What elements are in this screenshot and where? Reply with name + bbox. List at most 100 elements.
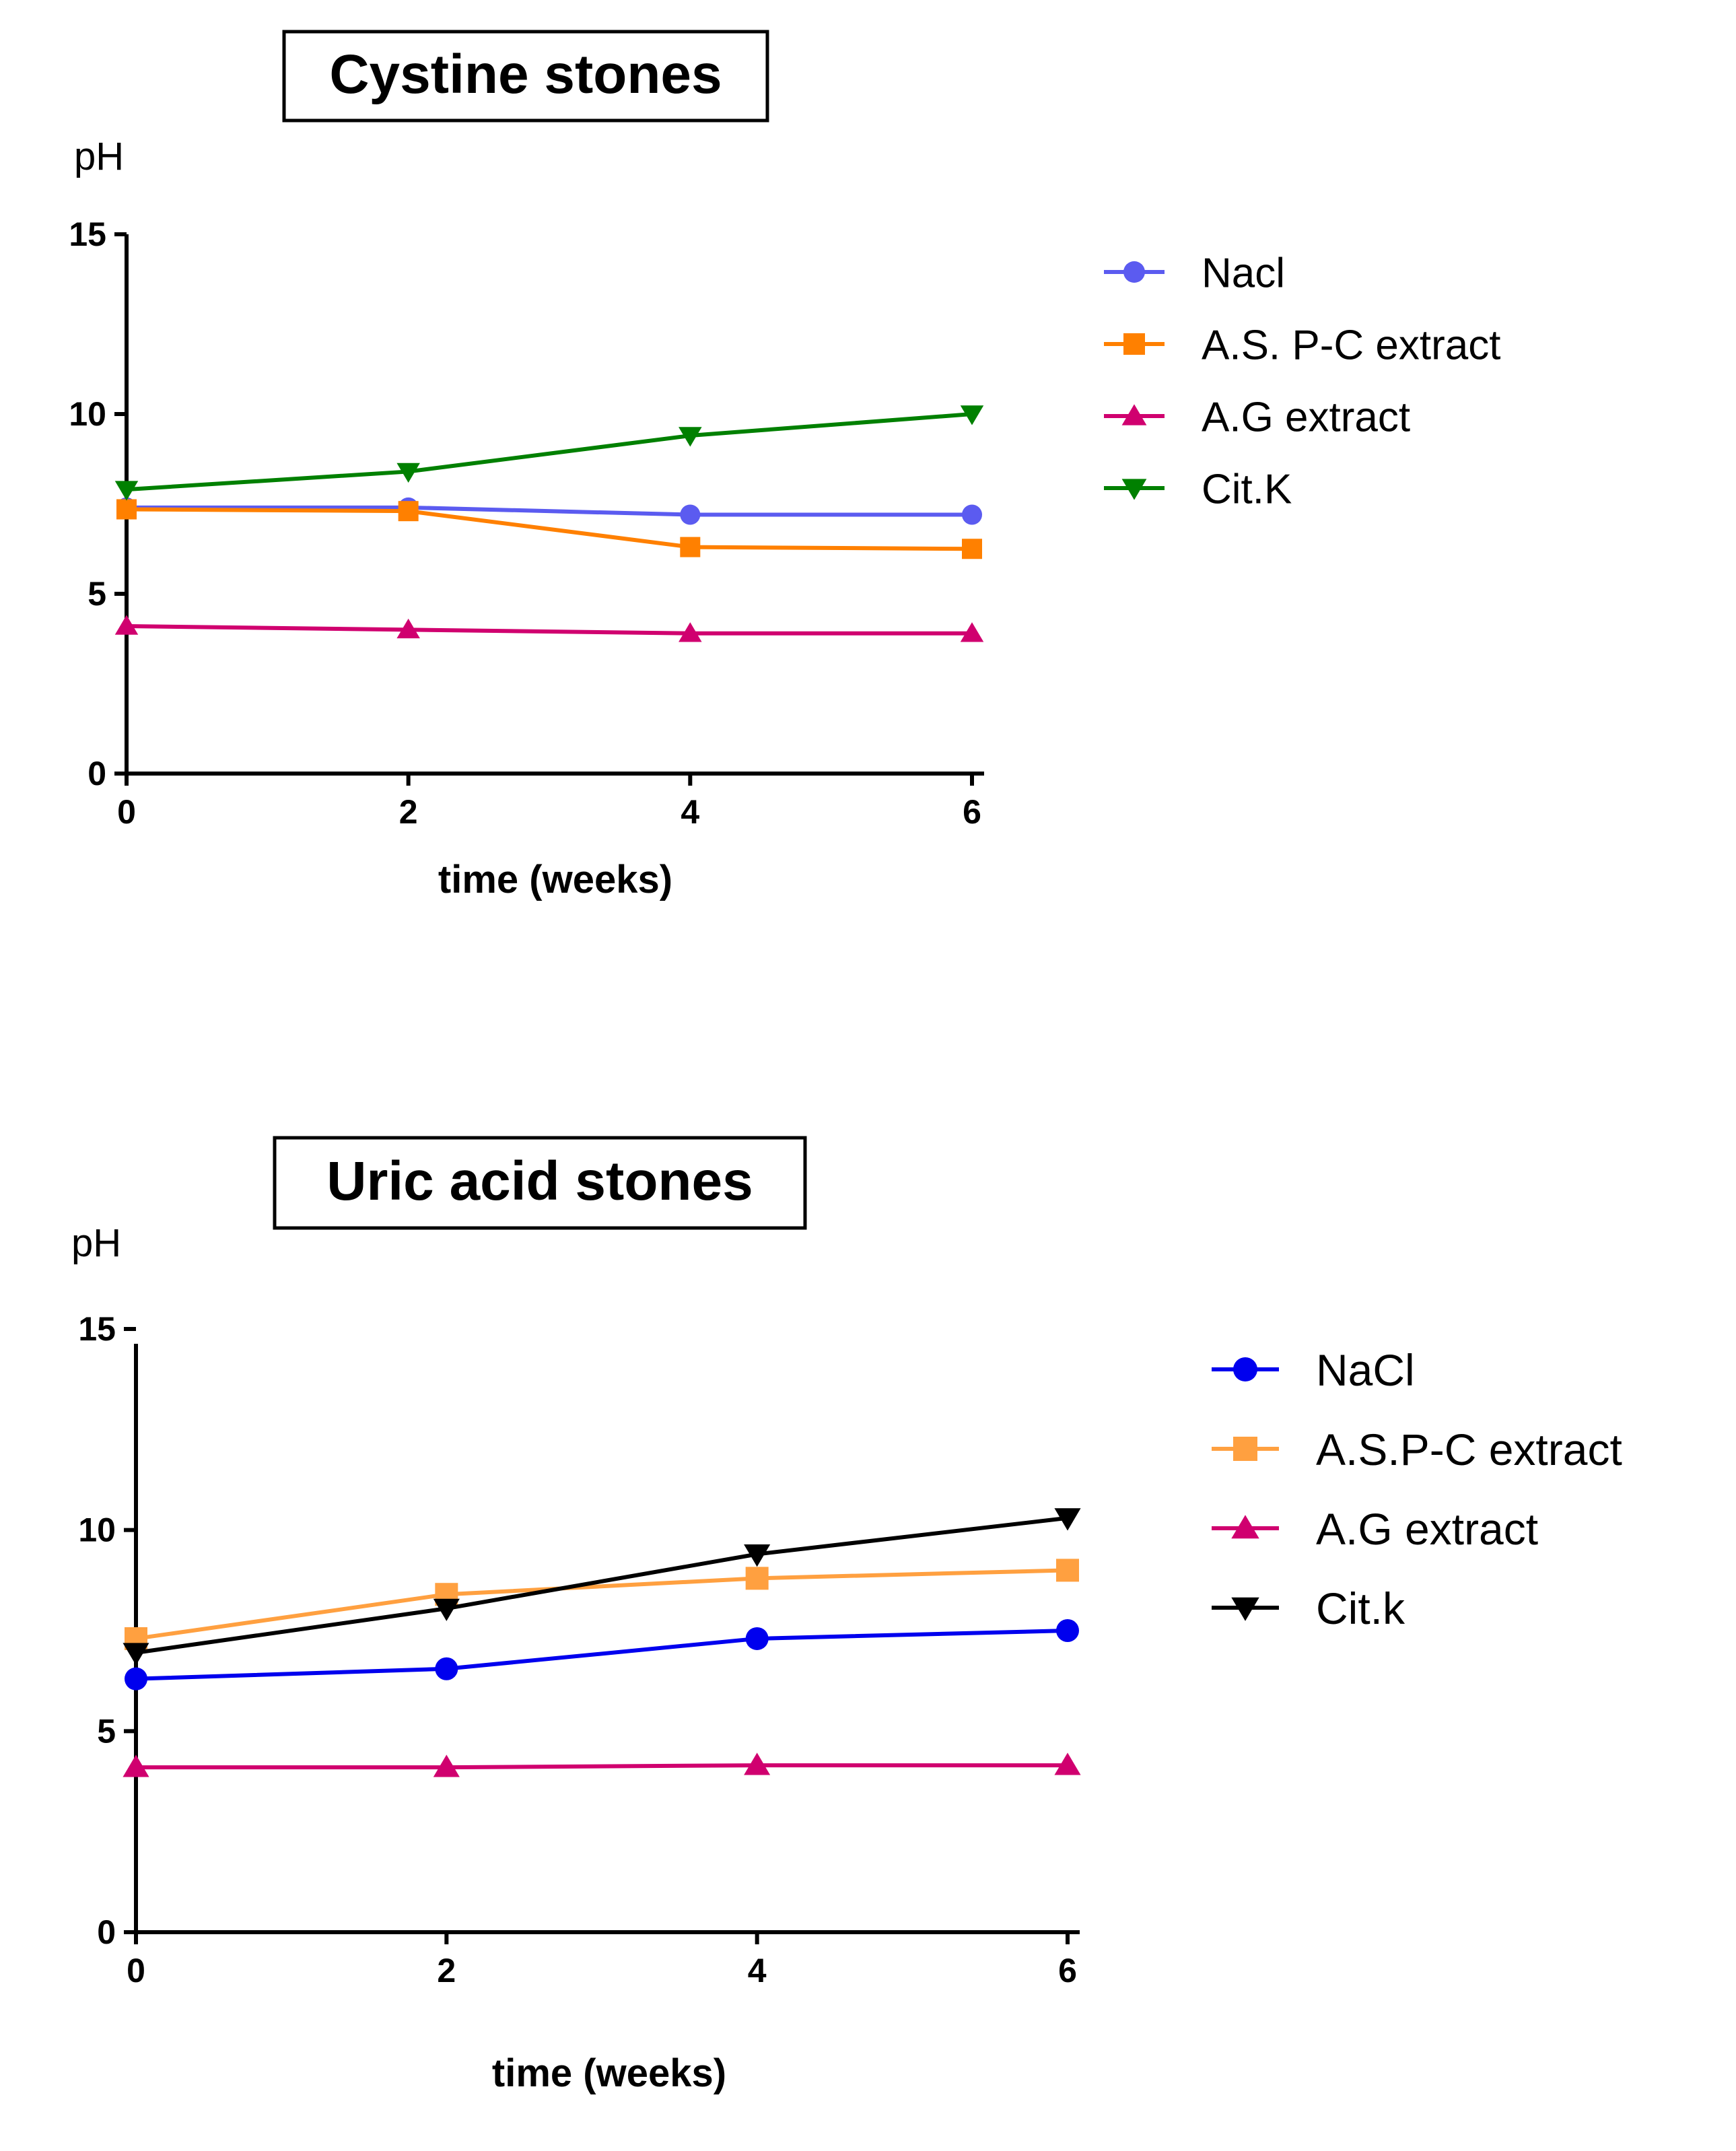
legend-label: A.G extract [1316, 1504, 1538, 1554]
y-tick-label: 15 [69, 215, 106, 253]
x-tick-label: 4 [681, 793, 699, 831]
series-Cit.K [114, 405, 984, 501]
data-point [1054, 1508, 1081, 1531]
legend-item: A.G extract [1104, 394, 1410, 440]
data-point [962, 504, 982, 525]
legend-item: Nacl [1104, 250, 1285, 296]
legend-marker [1123, 333, 1145, 355]
data-point [114, 481, 139, 501]
series-line [136, 1763, 1068, 1770]
y-tick-label: 0 [88, 755, 106, 792]
y-tick-label: 15 [78, 1310, 116, 1348]
data-point [960, 622, 984, 642]
data-point [1056, 1559, 1079, 1582]
x-tick-label: 6 [1058, 1952, 1077, 1989]
x-ticks: 0 2 4 6 [117, 774, 981, 831]
series-line [126, 412, 973, 492]
data-point [1054, 1752, 1081, 1775]
data-point [745, 1567, 769, 1590]
series-line [135, 1515, 1068, 1655]
x-tick-label: 0 [127, 1952, 145, 1989]
data-point [962, 539, 982, 559]
legend-label: Cit.k [1316, 1583, 1405, 1633]
chart-title-box [282, 30, 769, 123]
data-point [398, 501, 419, 522]
legend-item: A.S.P-C extract [1212, 1425, 1622, 1474]
data-point [960, 405, 984, 425]
plot-series [123, 1508, 1081, 1777]
legend-marker [1121, 479, 1147, 500]
legend-label: Cit.K [1202, 466, 1292, 512]
x-tick-label: 2 [437, 1952, 456, 1989]
plot-series [114, 405, 984, 642]
legend-label: A.S. P-C extract [1202, 322, 1500, 368]
legend-item: A.G extract [1212, 1504, 1538, 1554]
series-line [135, 1568, 1068, 1641]
chart-cystine: Cystine stones pH time (weeks) 0 5 10 15 0 2… [69, 30, 1500, 901]
x-tick-label: 0 [117, 793, 136, 831]
data-point [396, 463, 420, 483]
y-tick-label: 10 [78, 1511, 116, 1549]
legend-marker [1233, 1357, 1257, 1381]
y-ticks: 0 5 10 15 [78, 1310, 136, 1951]
legend: Nacl A.S. P-C extract A.G extract Cit.K [1104, 250, 1500, 512]
legend-label: NaCl [1316, 1345, 1415, 1395]
data-point [745, 1627, 769, 1650]
x-ticks: 0 2 4 6 [127, 1932, 1077, 1989]
series-A.G extract [114, 615, 984, 642]
series-Cit.k [123, 1508, 1081, 1666]
data-point [116, 499, 137, 520]
series-A.S.P-C extract [125, 1559, 1079, 1650]
y-ticks: 0 5 10 15 [69, 215, 127, 792]
data-point [114, 615, 139, 635]
legend-label: Nacl [1202, 250, 1285, 296]
chart-title-box [273, 1136, 807, 1230]
x-axis-label: time (weeks) [492, 2051, 726, 2095]
legend-item: Cit.K [1104, 466, 1292, 512]
legend-marker [1121, 404, 1147, 425]
legend-marker [1231, 1515, 1259, 1539]
y-axis-label: pH [71, 1221, 121, 1265]
series-A.S. P-C extract [116, 499, 982, 559]
data-point [1056, 1619, 1079, 1642]
legend-label: A.S.P-C extract [1316, 1425, 1622, 1474]
legend-item: A.S. P-C extract [1104, 322, 1500, 368]
x-tick-label: 6 [963, 793, 981, 831]
data-point [433, 1598, 460, 1621]
legend-marker [1233, 1437, 1257, 1461]
data-point [433, 1754, 460, 1777]
data-point [680, 504, 701, 525]
data-point [744, 1544, 771, 1567]
data-point [744, 1752, 771, 1775]
data-point [123, 1643, 149, 1666]
data-point [123, 1754, 149, 1777]
data-point [125, 1667, 147, 1691]
legend-item: NaCl [1212, 1345, 1415, 1395]
legend-marker [1123, 261, 1145, 283]
chart-uric-acid: Uric acid stones pH time (weeks) 051015 … [71, 1136, 1622, 2095]
data-point [396, 618, 420, 639]
series-line [126, 624, 972, 636]
y-tick-label: 5 [88, 575, 106, 613]
series-NaCl [125, 1619, 1079, 1691]
legend-label: A.G extract [1202, 394, 1410, 440]
series-line [135, 1629, 1068, 1681]
chart-title: Cystine stones [329, 44, 722, 105]
data-point [679, 427, 702, 447]
chart-title: Uric acid stones [326, 1151, 753, 1212]
series-line [126, 507, 973, 551]
data-point [680, 537, 701, 557]
y-tick-label: 0 [97, 1913, 116, 1951]
data-point [679, 622, 702, 642]
x-axis-label: time (weeks) [438, 858, 672, 901]
legend-item: Cit.k [1212, 1583, 1405, 1633]
x-tick-label: 4 [748, 1952, 767, 1989]
x-tick-label: 2 [399, 793, 418, 831]
y-tick-label: 10 [69, 395, 106, 433]
y-tick-label: 5 [97, 1712, 116, 1750]
series-line [127, 505, 972, 517]
legend: NaCl A.S.P-C extract A.G extract Cit.k [1212, 1345, 1622, 1633]
data-point [435, 1657, 458, 1680]
y-axis-label: pH [74, 135, 124, 178]
